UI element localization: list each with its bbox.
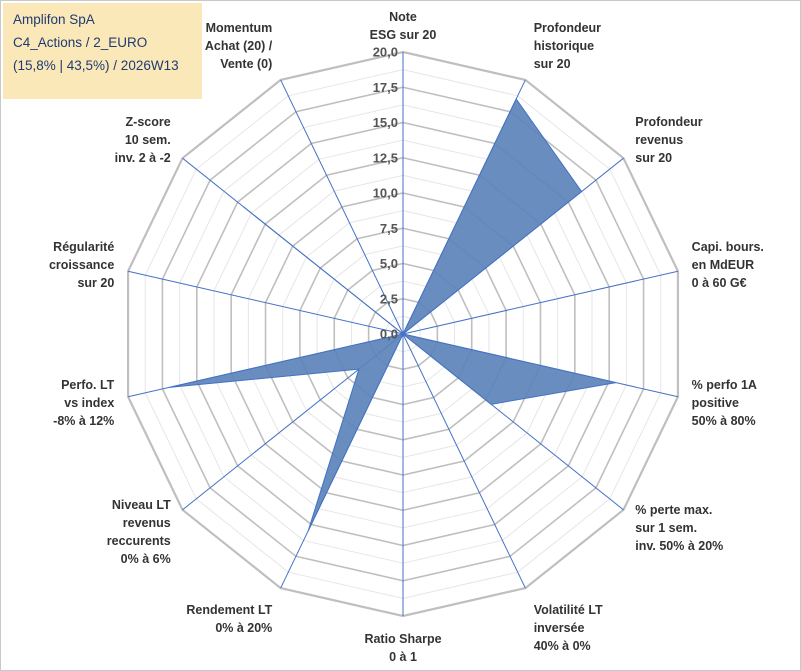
- category-label: Profondeur historique sur 20: [534, 21, 601, 71]
- category-label: Profondeur revenus sur 20: [635, 115, 702, 165]
- category-label: Momentum Achat (20) / Vente (0): [205, 21, 273, 71]
- tick-label: 10,0: [373, 186, 398, 201]
- series-point: [515, 97, 518, 100]
- series-point: [490, 403, 493, 406]
- tick-label: 5,0: [380, 256, 398, 271]
- series-point: [242, 205, 245, 208]
- tick-label: 15,0: [373, 115, 398, 130]
- radar-series: [168, 97, 618, 532]
- tick-label: 7,5: [380, 221, 398, 236]
- tick-label: 12,5: [373, 150, 398, 165]
- series-point: [307, 529, 310, 532]
- company-name: Amplifon SpA: [13, 12, 95, 27]
- axis-spoke: [127, 270, 404, 335]
- series-point: [168, 386, 171, 389]
- category-label: Perfo. LT vs index -8% à 12%: [53, 378, 115, 428]
- category-label: Régularité croissance sur 20: [49, 240, 114, 290]
- axis-spoke: [402, 333, 526, 589]
- tick-label: 0,0: [380, 327, 398, 342]
- category-path: C4_Actions / 2_EURO: [13, 35, 148, 50]
- category-label: Note ESG sur 20: [370, 10, 437, 42]
- category-label: % perfo 1A positive 50% à 80%: [692, 378, 757, 428]
- axis-spoke: [280, 79, 404, 335]
- radial-tick-labels: 0,0 2,5 5,0 7,5 10,0 12,5 15,0 17,5 20,0: [373, 45, 398, 342]
- stats-week: (15,8% | 43,5%) / 2026W13: [13, 58, 179, 73]
- category-label: Rendement LT 0% à 20%: [186, 603, 272, 635]
- category-label: Ratio Sharpe 0 à 1: [364, 632, 441, 664]
- category-label: Volatilité LT inversée 40% à 0%: [534, 603, 603, 653]
- category-labels: Note ESG sur 20 Profondeur historique sur 20…: [49, 10, 764, 664]
- tick-label: 17,5: [373, 80, 398, 95]
- category-label: Niveau LT revenus reccurents 0% à 6%: [107, 498, 171, 566]
- series-point: [402, 333, 405, 336]
- series-point: [615, 381, 618, 384]
- series-point: [580, 190, 583, 193]
- category-label: Capi. bours. en MdEUR 0 à 60 G€: [692, 240, 764, 290]
- category-label: % perte max. sur 1 sem. inv. 50% à 20%: [635, 503, 723, 553]
- info-box: Amplifon SpA C4_Actions / 2_EURO (15,8% …: [3, 3, 202, 99]
- axis-spoke: [402, 270, 679, 335]
- series-point: [357, 368, 360, 371]
- tick-label: 2,5: [380, 291, 398, 306]
- tick-label: 20,0: [373, 45, 398, 60]
- series-area: [169, 97, 617, 532]
- category-label: Z-score 10 sem. inv. 2 à -2: [115, 115, 171, 165]
